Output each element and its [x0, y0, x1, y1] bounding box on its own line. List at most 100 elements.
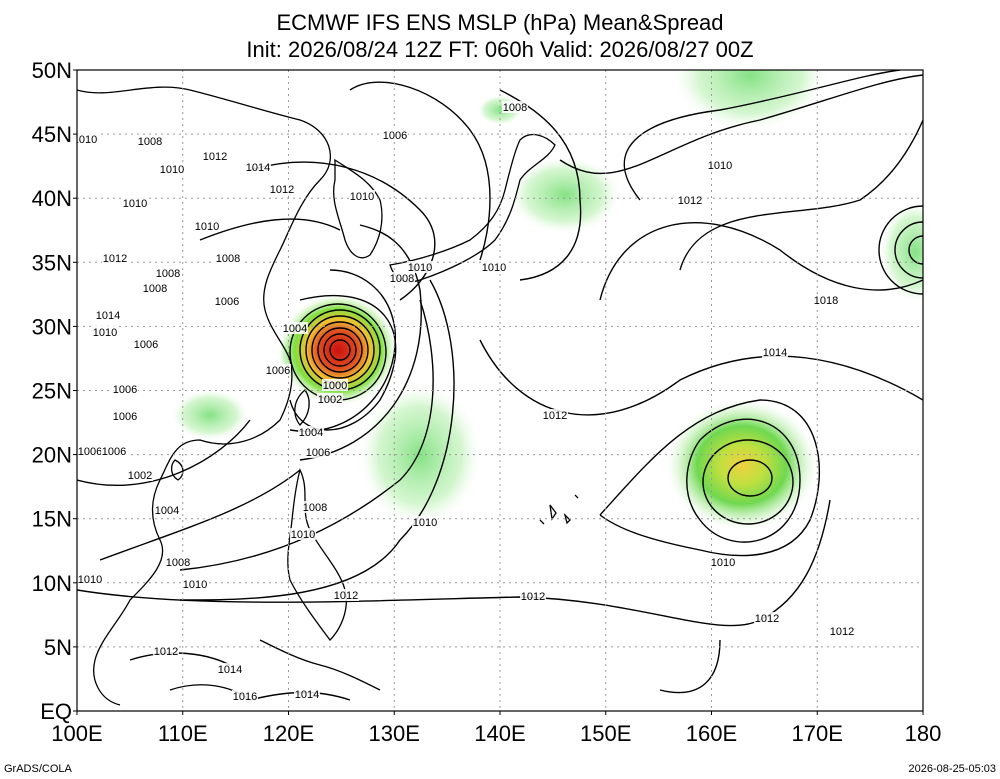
contour-label-bg — [165, 556, 191, 568]
contour-label: 1014 — [763, 347, 787, 359]
contour-label-bg — [502, 101, 528, 113]
contour-label: 1010 — [708, 160, 732, 172]
spread-shading — [172, 70, 923, 530]
credit: GrADS/COLA — [4, 763, 73, 775]
contour-label: 1006 — [102, 446, 126, 458]
contour-label-bg — [217, 663, 243, 675]
contour-label: 1004 — [155, 505, 179, 517]
contour-label: 1008 — [216, 253, 240, 265]
contour-label: 1012 — [103, 253, 127, 265]
contour-label-bg — [305, 446, 331, 458]
contour-label-bg — [290, 528, 316, 540]
contour-label: 1010 — [160, 164, 184, 176]
contour-label: 1012 — [755, 613, 779, 625]
contour-label-bg — [282, 322, 308, 334]
contour-label-bg — [154, 504, 180, 516]
contour-label-bg — [112, 410, 138, 422]
contour-label-bg — [133, 338, 159, 350]
contour-label-bg — [159, 163, 185, 175]
contour-label-bg — [122, 197, 148, 209]
contour-label: 1012 — [830, 626, 854, 638]
contour-label: 1008 — [390, 273, 414, 285]
contour-label: 1008 — [303, 502, 327, 514]
contour-label-bg — [302, 501, 328, 513]
contour-label: 1008 — [138, 136, 162, 148]
contour-label: 1008 — [156, 268, 180, 280]
contour-label: 1018 — [814, 295, 838, 307]
lat-tick-label: 30N — [32, 314, 72, 339]
lon-tick-label: 130E — [369, 721, 420, 746]
contour-label: 1014 — [218, 664, 242, 676]
lat-tick-label: 15N — [32, 507, 72, 532]
contour-label-bg — [317, 393, 343, 405]
contour-label-bg — [762, 346, 788, 358]
contour-label: 1010 — [73, 134, 97, 146]
contour-label: 1002 — [318, 394, 342, 406]
subtitle: Init: 2026/08/24 12Z FT: 060h Valid: 202… — [246, 37, 753, 62]
contour-label-bg — [215, 252, 241, 264]
contour-label-bg — [102, 252, 128, 264]
contour-label-bg — [77, 445, 103, 457]
contour-label-bg — [813, 294, 839, 306]
isobars — [77, 70, 923, 701]
lat-lon-grid — [77, 70, 923, 711]
contour-label-bg — [754, 612, 780, 624]
contour-label: 1006 — [134, 339, 158, 351]
lat-tick-label: 25N — [32, 379, 72, 404]
contour-label-bg — [153, 645, 179, 657]
contour-label: 1012 — [154, 646, 178, 658]
contour-label: 1008 — [143, 283, 167, 295]
contour-label-bg — [829, 625, 855, 637]
contour-label: 1006 — [215, 296, 239, 308]
contour-label-bg — [77, 133, 98, 145]
contour-label-bg — [194, 220, 220, 232]
lon-tick-label: 100E — [51, 721, 102, 746]
contour-label: 1000 — [323, 380, 347, 392]
contour-label-bg — [127, 469, 153, 481]
lat-tick-label: 40N — [32, 186, 72, 211]
contour-label-bg — [412, 516, 438, 528]
contour-label: 1010 — [195, 221, 219, 233]
contour-label-bg — [710, 556, 736, 568]
contour-label-bg — [142, 282, 168, 294]
contour-label-bg — [333, 589, 359, 601]
lon-tick-label: 160E — [686, 721, 737, 746]
contour-label-bg — [520, 590, 546, 602]
contour-label-bg — [77, 573, 103, 585]
map-area: 1008100610081010101210141010101210101010… — [73, 70, 923, 711]
lon-tick-label: 140E — [474, 721, 525, 746]
contour-label-bg — [349, 190, 375, 202]
contour-label: 1010 — [711, 557, 735, 569]
contour-label: 1010 — [291, 529, 315, 541]
contour-label: 1006 — [113, 411, 137, 423]
lon-tick-label: 180 — [905, 721, 942, 746]
contour-label: 1014 — [246, 162, 270, 174]
contour-label: 1010 — [183, 579, 207, 591]
lon-tick-label: 120E — [263, 721, 314, 746]
contour-label: 1014 — [295, 689, 319, 701]
contour-label-bg — [137, 135, 163, 147]
contour-label-bg — [101, 445, 127, 457]
contour-label: 1006 — [266, 365, 290, 377]
contour-label: 1008 — [166, 557, 190, 569]
contour-label: 1010 — [408, 262, 432, 274]
contour-label: 1010 — [93, 327, 117, 339]
contour-label: 1010 — [350, 191, 374, 203]
contour-label-bg — [155, 267, 181, 279]
lat-tick-label: 10N — [32, 571, 72, 596]
contour-label: 1012 — [203, 151, 227, 163]
lat-tick-label: EQ — [40, 699, 72, 724]
contour-label-bg — [232, 690, 258, 702]
contour-label: 1016 — [233, 691, 257, 703]
contour-labels: 1008100610081010101210141010101210101010… — [73, 101, 855, 703]
contour-label: 1012 — [270, 184, 294, 196]
lat-tick-label: 45N — [32, 122, 72, 147]
contour-label-bg — [481, 261, 507, 273]
contour-label-bg — [542, 409, 568, 421]
contour-label: 1004 — [283, 323, 307, 335]
title: ECMWF IFS ENS MSLP (hPa) Mean&Spread — [276, 10, 723, 35]
contour-label: 1006 — [78, 446, 102, 458]
contour-label: 1004 — [299, 427, 323, 439]
lon-tick-label: 150E — [580, 721, 631, 746]
